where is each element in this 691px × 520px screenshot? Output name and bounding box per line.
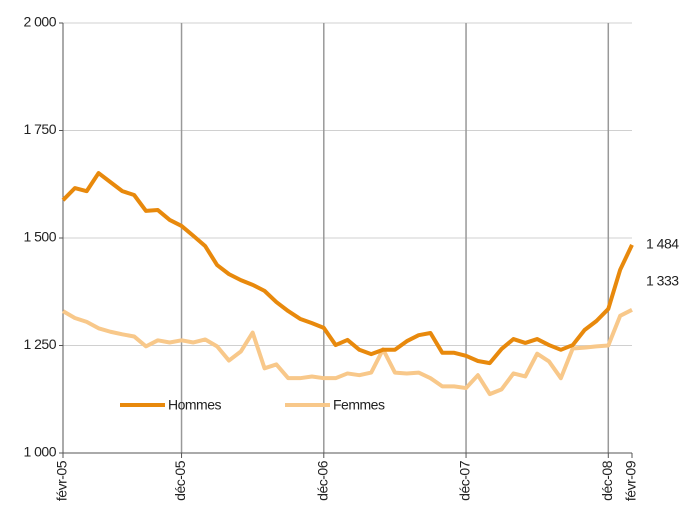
value-label: 1 333 xyxy=(646,273,679,289)
y-tick-label: 1 500 xyxy=(23,229,56,245)
x-tick-label: déc-08 xyxy=(599,460,615,501)
value-label: 1 484 xyxy=(646,236,679,252)
x-tick-label: déc-05 xyxy=(172,460,188,501)
x-tick-label: déc-07 xyxy=(457,460,473,501)
legend-label: Hommes xyxy=(168,397,222,413)
y-tick-label: 2 000 xyxy=(23,14,56,30)
legend-label: Femmes xyxy=(333,397,385,413)
y-tick-label: 1 750 xyxy=(23,121,56,137)
series-line xyxy=(61,308,633,397)
x-tick-label: févr-09 xyxy=(623,460,639,501)
x-tick-label: févr-05 xyxy=(54,460,70,501)
y-tick-label: 1 000 xyxy=(23,444,56,460)
y-tick-label: 1 250 xyxy=(23,336,56,352)
series-line xyxy=(61,171,634,366)
x-tick-label: déc-06 xyxy=(314,460,330,501)
